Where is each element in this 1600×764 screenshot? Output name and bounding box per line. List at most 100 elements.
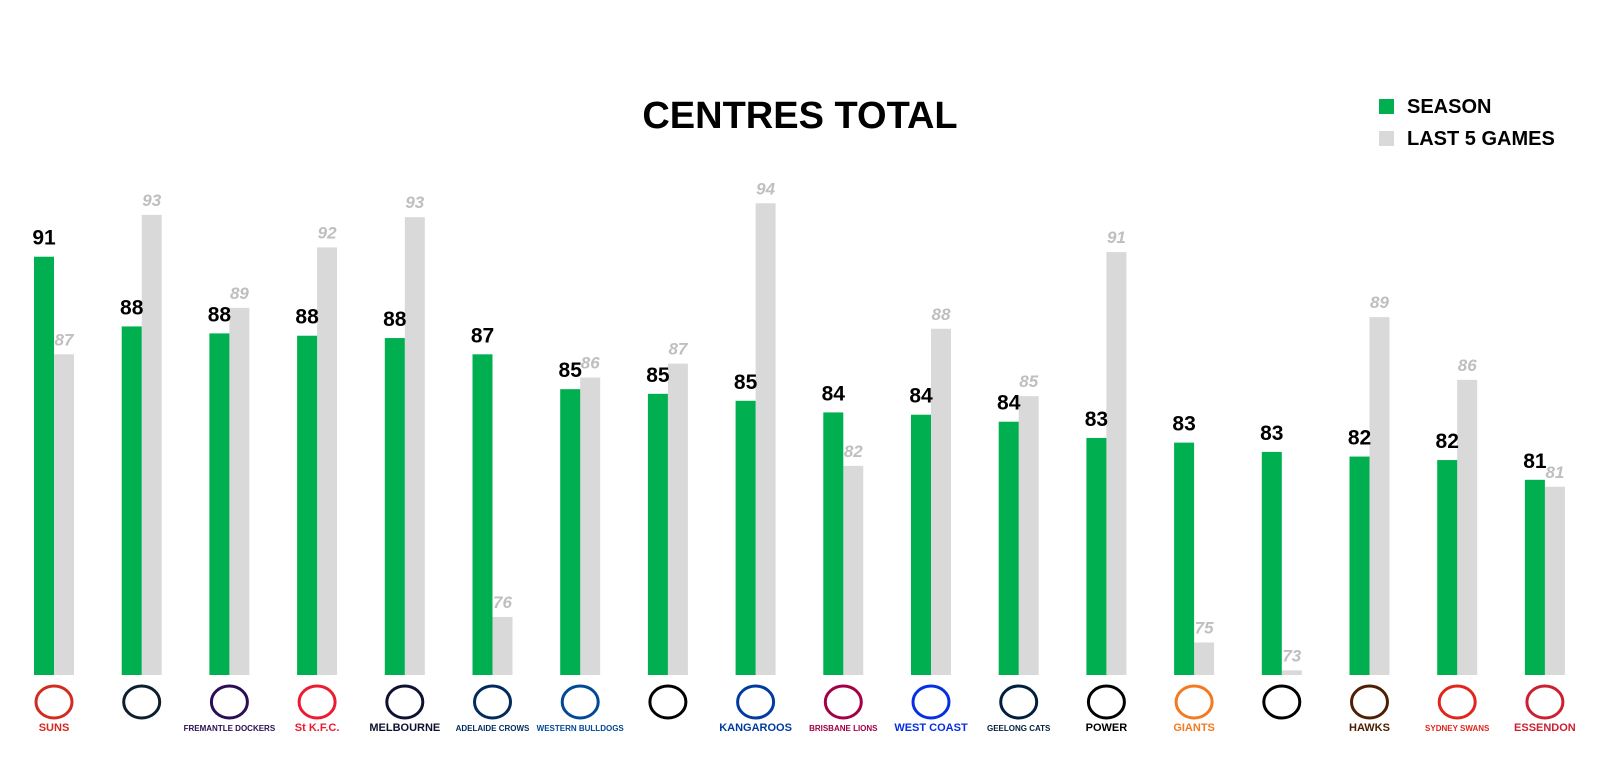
value-label-last5-sydney-swans: 86 xyxy=(1458,356,1477,375)
team-logo-text: MELBOURNE xyxy=(369,722,440,734)
bar-season-kangaroos xyxy=(735,400,756,675)
value-label-season-brisbane-lions: 84 xyxy=(822,382,846,405)
team-logo-western-bulldogs: WESTERN BULLDOGS xyxy=(537,684,624,733)
team-logo-emblem xyxy=(1525,684,1565,720)
team-logo-power: POWER xyxy=(1086,684,1128,734)
bar-last5-essendon xyxy=(1544,486,1565,675)
legend-swatch-last5 xyxy=(1379,131,1394,146)
bar-season-western-bulldogs xyxy=(560,389,581,675)
bar-last5-collingwood xyxy=(1281,670,1302,675)
team-logo-emblem xyxy=(1350,684,1389,720)
value-label-last5-collingwood: 73 xyxy=(1282,646,1301,665)
value-label-season-essendon: 81 xyxy=(1523,450,1547,473)
team-logo-emblem xyxy=(385,684,425,720)
team-logo-emblem xyxy=(648,684,688,720)
value-label-season-kangaroos: 85 xyxy=(734,371,758,394)
bar-season-tigers xyxy=(647,393,668,675)
bar-season-brisbane-lions xyxy=(823,412,844,675)
team-logo-essendon: ESSENDON xyxy=(1514,684,1576,734)
bar-season-st-kilda xyxy=(297,335,318,675)
bar-last5-carlton xyxy=(141,214,162,675)
value-label-last5-carlton: 93 xyxy=(142,191,161,210)
bar-season-power xyxy=(1086,437,1107,675)
value-label-last5-hawks: 89 xyxy=(1370,293,1389,312)
team-logo-emblem xyxy=(473,684,512,720)
value-label-season-power: 83 xyxy=(1085,408,1108,431)
value-label-season-tigers: 85 xyxy=(646,364,670,387)
legend: SEASON LAST 5 GAMES xyxy=(1379,96,1555,150)
team-logo-emblem xyxy=(1262,684,1302,720)
team-logo-st-kilda: St K.F.C. xyxy=(295,684,339,734)
value-label-last5-power: 91 xyxy=(1107,228,1126,247)
value-label-season-dockers: 88 xyxy=(208,303,232,326)
bar-last5-geelong-cats xyxy=(1018,396,1039,675)
team-logo-sydney-swans: SYDNEY SWANS xyxy=(1425,684,1490,733)
value-label-last5-brisbane-lions: 82 xyxy=(844,442,863,461)
team-logo-collingwood xyxy=(1262,684,1302,720)
bar-last5-adelaide-crows xyxy=(492,616,513,675)
bar-season-hawks xyxy=(1349,456,1370,675)
team-logo-text: HAWKS xyxy=(1349,722,1390,734)
team-logos-group: SUNS FREMANTLE DOCKERS St K.F.C. MELBOURNE A… xyxy=(34,684,1576,734)
legend-label-last5: LAST 5 GAMES xyxy=(1407,128,1555,150)
team-logo-text: ADELAIDE CROWS xyxy=(456,724,530,733)
bar-season-giants xyxy=(1174,442,1195,675)
team-logo-carlton xyxy=(122,684,162,720)
team-logo-emblem xyxy=(999,684,1039,720)
value-label-last5-western-bulldogs: 86 xyxy=(581,354,600,373)
team-logo-emblem xyxy=(1086,684,1126,720)
bar-season-collingwood xyxy=(1261,451,1282,675)
bar-season-carlton xyxy=(121,326,142,675)
value-label-season-geelong-cats: 84 xyxy=(997,392,1021,415)
team-logo-kangaroos: KANGAROOS xyxy=(719,684,792,734)
bar-last5-power xyxy=(1106,252,1127,676)
value-label-last5-west-coast: 88 xyxy=(932,305,951,324)
bar-season-essendon xyxy=(1524,479,1545,675)
legend-label-season: SEASON xyxy=(1407,96,1491,118)
team-logo-emblem xyxy=(1437,684,1477,720)
team-logo-emblem xyxy=(911,684,951,720)
value-label-last5-giants: 75 xyxy=(1195,618,1214,637)
bar-last5-western-bulldogs xyxy=(580,377,601,675)
team-logo-emblem xyxy=(122,684,162,720)
team-logo-emblem xyxy=(297,684,337,720)
team-logo-emblem xyxy=(1174,684,1214,720)
team-logo-west-coast: WEST COAST xyxy=(894,684,968,734)
team-logo-giants: GIANTS xyxy=(1173,684,1215,734)
bar-last5-suns xyxy=(54,354,74,675)
value-label-last5-dockers: 89 xyxy=(230,284,249,303)
value-label-last5-kangaroos: 94 xyxy=(756,179,775,198)
bar-season-dockers xyxy=(209,333,230,675)
bar-last5-tigers xyxy=(667,363,688,675)
value-label-last5-melbourne: 93 xyxy=(405,193,424,212)
value-label-last5-suns: 87 xyxy=(55,330,75,349)
team-logo-melbourne: MELBOURNE xyxy=(369,684,440,734)
bars-group: 8791938889889288938876878685878594858284… xyxy=(32,179,1565,676)
team-logo-emblem xyxy=(823,684,863,720)
bar-season-geelong-cats xyxy=(998,421,1019,675)
value-label-season-st-kilda: 88 xyxy=(295,306,319,329)
bar-season-sydney-swans xyxy=(1437,460,1458,675)
value-label-season-carlton: 88 xyxy=(120,296,144,319)
team-logo-brisbane-lions: BRISBANE LIONS xyxy=(809,684,878,733)
bar-last5-west-coast xyxy=(931,328,951,675)
team-logo-text: ESSENDON xyxy=(1514,722,1576,734)
bar-last5-melbourne xyxy=(404,217,425,675)
value-label-season-sydney-swans: 82 xyxy=(1436,430,1459,453)
value-label-season-west-coast: 84 xyxy=(909,385,933,408)
team-logo-text: WEST COAST xyxy=(894,722,968,734)
value-label-last5-geelong-cats: 85 xyxy=(1019,372,1038,391)
bar-last5-brisbane-lions xyxy=(843,465,864,675)
team-logo-text: POWER xyxy=(1086,722,1128,734)
bar-last5-st-kilda xyxy=(317,247,338,675)
bar-last5-hawks xyxy=(1369,317,1390,675)
value-label-last5-tigers: 87 xyxy=(668,340,688,359)
team-logo-tigers xyxy=(648,684,688,720)
value-label-last5-essendon: 81 xyxy=(1545,463,1564,482)
bar-season-adelaide-crows xyxy=(472,354,493,675)
team-logo-suns: SUNS xyxy=(34,684,74,734)
team-logo-text: KANGAROOS xyxy=(719,722,792,734)
value-label-last5-adelaide-crows: 76 xyxy=(493,593,512,612)
bar-last5-kangaroos xyxy=(755,203,776,675)
